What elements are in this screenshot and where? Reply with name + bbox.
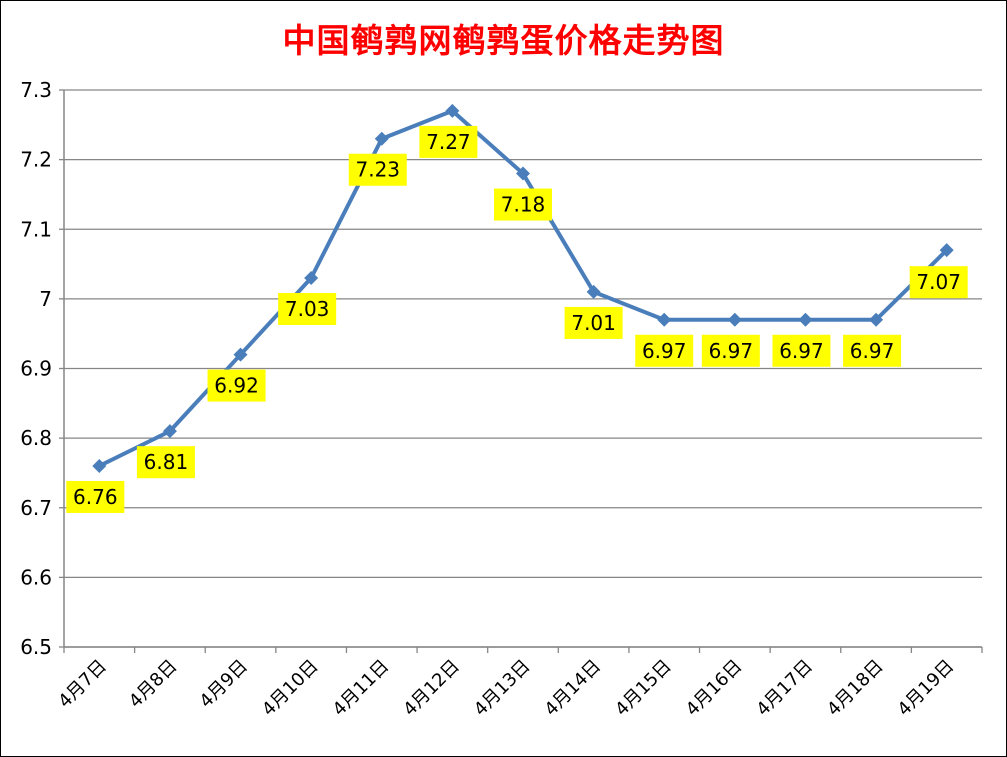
x-tick-label: 4月19日 [894, 656, 959, 721]
data-label-box [207, 369, 266, 402]
x-axis-ticks: 4月7日 4月8日 4月9日 4月10日 4月11日 4月12日 4月13日 4月14日 4月1… [54, 647, 983, 721]
x-tick-label: 4月13日 [470, 656, 535, 721]
x-tick-label: 4月15日 [611, 656, 676, 721]
data-label-box [348, 153, 407, 186]
x-tick-label: 4月9日 [196, 656, 253, 713]
data-point-marker [304, 270, 319, 285]
y-axis-ticks: 6.5 6.6 6.7 6.8 6.9 7 7.1 7.2 7.3 [20, 78, 64, 659]
data-label: 6.76 [73, 485, 118, 509]
data-label: 7.03 [285, 297, 330, 321]
data-label: 6.97 [709, 339, 754, 363]
x-tick-label: 4月17日 [752, 656, 817, 721]
data-label: 6.97 [642, 339, 687, 363]
data-point-marker [233, 347, 248, 362]
data-label-box [701, 334, 760, 367]
data-point-marker [586, 284, 601, 299]
data-label-box [843, 334, 902, 367]
x-tick-label: 4月12日 [399, 656, 464, 721]
series-group [92, 103, 954, 473]
x-tick-label: 4月11日 [329, 656, 394, 721]
gridlines [63, 89, 982, 648]
data-label: 6.97 [779, 339, 824, 363]
y-tick-label: 7.3 [20, 78, 52, 102]
data-point-marker [445, 103, 460, 118]
x-tick-label: 4月18日 [823, 656, 888, 721]
data-point-marker [92, 458, 107, 473]
x-tick-label: 4月16日 [682, 656, 747, 721]
data-point-marker [939, 243, 954, 258]
y-tick-label: 6.7 [20, 496, 52, 520]
data-point-marker [657, 312, 672, 327]
chart-title: 中国鹌鹑网鹌鹑蛋价格走势图 [282, 21, 725, 60]
data-label: 7.07 [916, 270, 961, 294]
data-label: 7.23 [356, 158, 401, 182]
data-label-box [909, 266, 968, 299]
data-label-box [136, 446, 195, 479]
x-tick-label: 4月8日 [125, 656, 182, 713]
y-tick-label: 6.5 [20, 635, 52, 659]
data-label-box [278, 292, 337, 325]
y-tick-label: 6.6 [20, 565, 52, 589]
y-tick-label: 6.9 [20, 357, 52, 381]
y-tick-label: 7.2 [20, 148, 52, 172]
data-point-marker [798, 312, 813, 327]
data-label: 6.97 [850, 339, 895, 363]
x-tick-label: 4月7日 [54, 656, 111, 713]
data-labels: 6.76 6.81 6.92 7.03 7.23 7.27 7.18 7.01 6.97 6.97… [66, 125, 968, 513]
y-tick-label: 7.1 [20, 217, 52, 241]
data-point-marker [162, 424, 177, 439]
data-label: 7.01 [571, 311, 616, 335]
data-label: 7.18 [501, 193, 546, 217]
data-label: 6.81 [144, 450, 189, 474]
x-tick-label: 4月14日 [541, 656, 606, 721]
data-label-box [772, 334, 831, 367]
data-point-marker [869, 312, 884, 327]
y-tick-label: 6.8 [20, 426, 52, 450]
data-label: 7.27 [426, 130, 471, 154]
y-tick-label: 7 [39, 287, 52, 311]
data-label-box [564, 306, 623, 339]
data-point-marker [374, 131, 389, 146]
data-label-box [419, 125, 478, 158]
data-label-box [494, 188, 552, 221]
data-point-marker [516, 166, 530, 181]
data-label-box [66, 480, 125, 513]
series-line [98, 108, 949, 468]
x-tick-label: 4月10日 [258, 656, 323, 721]
data-label-box [635, 334, 694, 367]
data-point-marker [727, 312, 742, 327]
data-label: 6.92 [214, 374, 259, 398]
